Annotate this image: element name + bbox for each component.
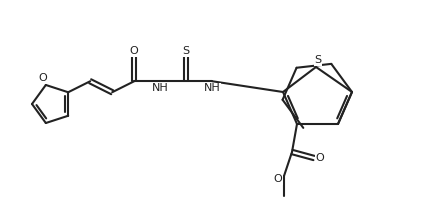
Text: O: O bbox=[39, 73, 47, 83]
Text: NH: NH bbox=[152, 83, 169, 93]
Text: O: O bbox=[316, 153, 325, 163]
Text: O: O bbox=[130, 46, 138, 56]
Text: O: O bbox=[274, 174, 283, 184]
Text: NH: NH bbox=[204, 83, 221, 93]
Text: S: S bbox=[183, 46, 190, 56]
Text: S: S bbox=[314, 55, 321, 65]
